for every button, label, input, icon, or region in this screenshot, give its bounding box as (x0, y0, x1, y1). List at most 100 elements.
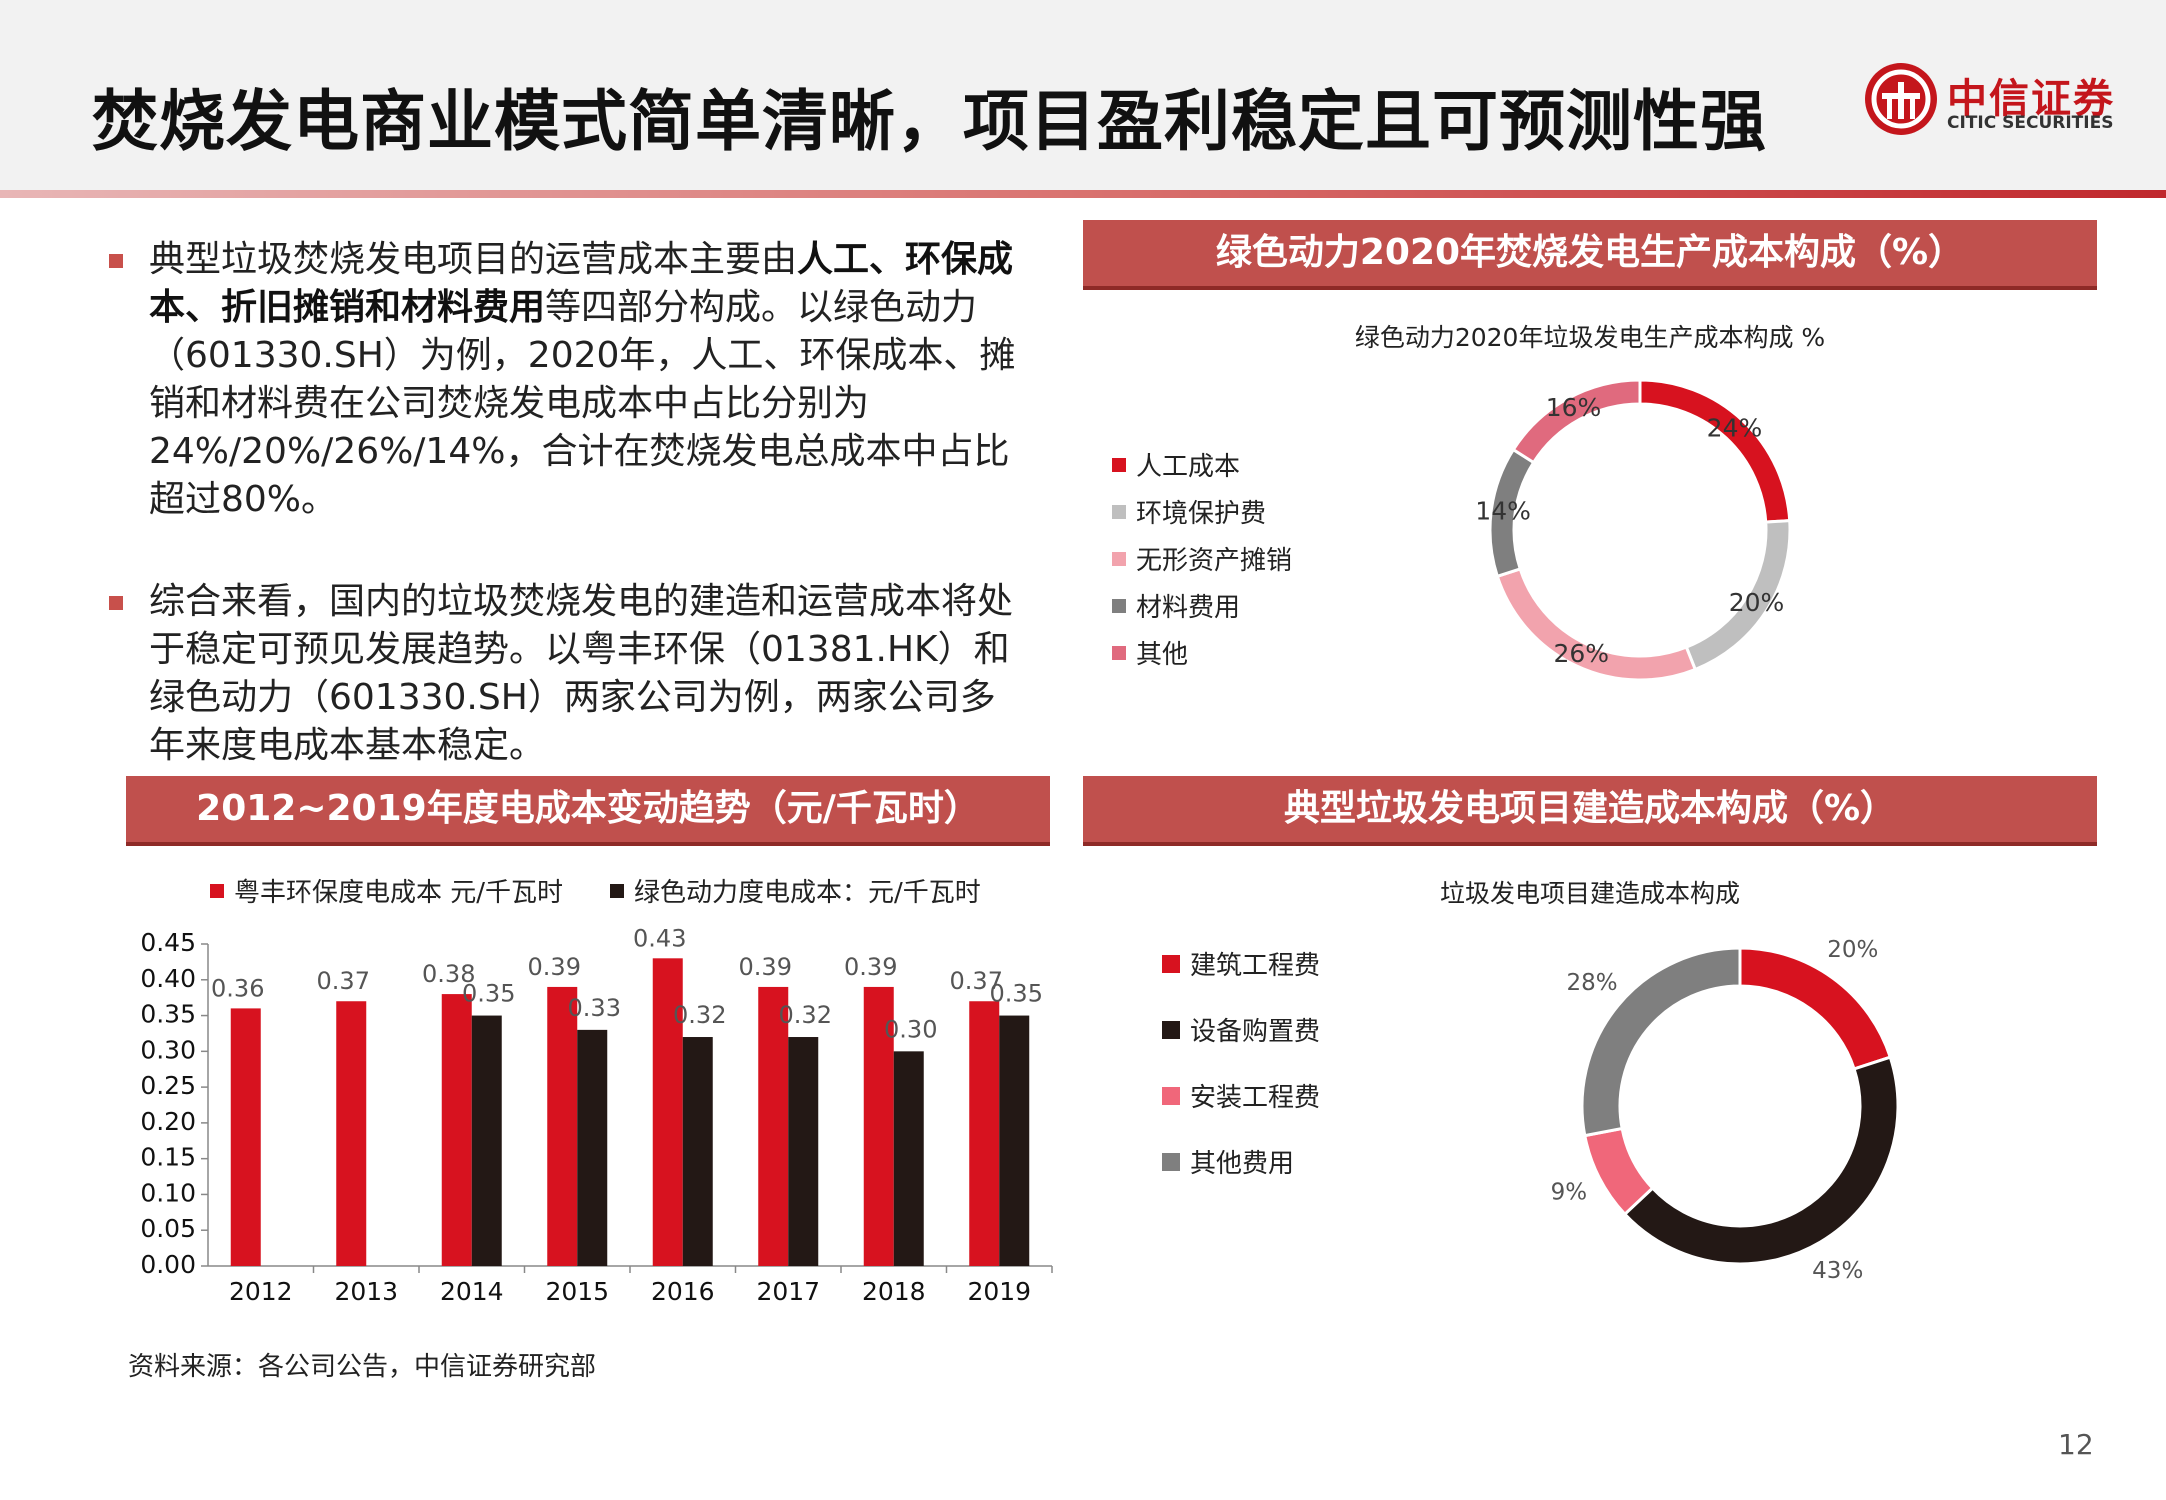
donut2-legend-swatch (1162, 1086, 1180, 1105)
donut2-legend-swatch (1162, 954, 1180, 973)
x-tick-label: 2019 (967, 1277, 1031, 1306)
y-tick-label: 0.00 (140, 1250, 196, 1279)
donut1-chart: 24% 20% 26% 14% 16% (1475, 378, 1792, 682)
bar-yuefeng (758, 986, 789, 1266)
bar-lvse (788, 1037, 819, 1266)
source-note: 资料来源：各公司公告，中信证券研究部 (128, 1352, 597, 1382)
bar-data-label: 0.39 (528, 953, 581, 981)
x-tick-label: 2013 (334, 1277, 398, 1306)
bar-legend-label: 绿色动力度电成本：元/千瓦时 (634, 878, 981, 908)
donut2-legend-item: 其他费用 (1162, 1143, 1294, 1180)
donut2-legend: 建筑工程费设备购置费安装工程费其他费用 (1162, 945, 1462, 1205)
bar-data-label: 0.43 (633, 924, 686, 952)
bar-legend-swatch (210, 883, 224, 898)
donut1-legend-swatch (1112, 598, 1126, 613)
donut2-legend-swatch (1162, 1020, 1180, 1039)
bar-lvse (577, 1029, 608, 1266)
donut1-legend-swatch (1112, 645, 1126, 660)
bullet-2: 综合来看，国内的垃圾焚烧发电的建造和运营成本将处于稳定可预见发展趋势。以粤丰环保… (109, 578, 1013, 778)
donut2-slice (1580, 946, 1742, 1138)
bar-data-label: 0.32 (673, 1001, 726, 1029)
y-tick-label: 0.10 (140, 1178, 196, 1207)
donut1-slice (1638, 378, 1792, 524)
bar-data-label: 0.37 (317, 967, 370, 995)
donut2-value-label: 43% (1812, 1258, 1863, 1284)
donut1-legend-item: 人工成本 (1112, 446, 1240, 483)
bar-lvse (682, 1037, 713, 1266)
donut2-legend-label: 安装工程费 (1190, 1083, 1321, 1113)
x-tick-label: 2014 (440, 1277, 504, 1306)
donut1-legend-label: 其他 (1136, 640, 1189, 670)
donut1-legend-item: 环境保护费 (1112, 493, 1266, 530)
donut2-legend-label: 其他费用 (1190, 1149, 1295, 1179)
bar-data-label: 0.36 (211, 974, 264, 1002)
bullet-marker (109, 254, 123, 268)
donut1-header: 绿色动力2020年焚烧发电生产成本构成（%） (1083, 220, 2097, 286)
donut1-legend-item: 其他 (1112, 634, 1188, 671)
x-tick-label: 2012 (229, 1277, 293, 1306)
bullet-2-text: 综合来看，国内的垃圾焚烧发电的建造和运营成本将处于稳定可预见发展趋势。以粤丰环保… (149, 578, 1019, 770)
y-tick-label: 0.30 (140, 1035, 196, 1064)
title-bar (0, 0, 2166, 190)
y-tick-label: 0.35 (140, 1000, 196, 1029)
x-tick-label: 2017 (756, 1277, 820, 1306)
x-tick-label: 2016 (651, 1277, 715, 1306)
logo-name-en: CITIC SECURITIES (1947, 113, 2114, 133)
bullet-1-part-3: 等四部分构成。以绿色动力（601330.SH）为例，2020年，人工、环保成本、… (149, 287, 1016, 520)
bar-yuefeng (969, 1001, 1000, 1266)
donut1-value-label: 14% (1475, 497, 1531, 526)
bar-data-label: 0.38 (422, 960, 475, 988)
bullet-1-part-1: 典型垃圾焚烧发电项目的运营成本主要由 (149, 239, 798, 280)
donut1-legend-swatch (1112, 551, 1126, 566)
donut1-legend-item: 材料费用 (1112, 587, 1240, 624)
donut2-legend-label: 设备购置费 (1190, 1017, 1321, 1047)
y-tick-label: 0.20 (140, 1107, 196, 1136)
donut2-legend-label: 建筑工程费 (1190, 951, 1321, 981)
donut2-value-label: 28% (1566, 970, 1617, 996)
bar-lvse (471, 1015, 502, 1266)
y-tick-label: 0.40 (140, 964, 196, 993)
bar-legend-item: 绿色动力度电成本：元/千瓦时 (610, 872, 981, 909)
bar-yuefeng (441, 994, 472, 1266)
y-tick-label: 0.25 (140, 1071, 196, 1100)
donut1-subtitle: 绿色动力2020年垃圾发电生产成本构成 % (1354, 323, 1826, 352)
bar-chart: 0.00 0.05 0.10 0.15 0.20 0.25 0.30 0.35 0.40 0.45… (140, 924, 1053, 1306)
bar-yuefeng (863, 986, 894, 1266)
title-divider (0, 190, 2166, 198)
donut1-legend: 人工成本 环境保护费 无形资产摊销 材料费用 其他 (1112, 446, 1412, 676)
donut2-header: 典型垃圾发电项目建造成本构成（%） (1083, 776, 2097, 842)
donut2-slice (1622, 1055, 1900, 1266)
x-tick-label: 2018 (862, 1277, 926, 1306)
bar-data-label: 0.35 (462, 980, 515, 1008)
donut1-legend-swatch (1112, 457, 1126, 472)
donut1-legend-swatch (1112, 504, 1126, 519)
bar-data-label: 0.32 (779, 1001, 832, 1029)
bar-lvse (893, 1051, 924, 1266)
donut1-slice (1511, 378, 1642, 465)
logo-name-cn: 中信证券 (1947, 76, 2115, 122)
bar-yuefeng (230, 1008, 261, 1266)
page-title: 焚烧发电商业模式简单清晰，项目盈利稳定且可预测性强 (92, 83, 1767, 160)
bar-lvse (999, 1015, 1030, 1266)
bullet-1-text: 典型垃圾焚烧发电项目的运营成本主要由人工、环保成本、折旧摊销和材料费用等四部分构… (149, 236, 1019, 524)
donut1-legend-label: 环境保护费 (1136, 499, 1267, 529)
donut2-legend-item: 设备购置费 (1162, 1011, 1320, 1048)
donut1-value-label: 26% (1553, 639, 1609, 668)
donut2-legend-item: 建筑工程费 (1162, 945, 1320, 982)
bar-data-label: 0.39 (739, 953, 792, 981)
donut2-value-label: 9% (1551, 1180, 1588, 1206)
bullet-2-part-1: 综合来看，国内的垃圾焚烧发电的建造和运营成本将处于稳定可预见发展趋势。以粤丰环保… (149, 581, 1014, 766)
bar-legend: 粤丰环保度电成本 元/千瓦时 绿色动力度电成本：元/千瓦时 (210, 872, 1090, 912)
donut2-legend-swatch (1162, 1152, 1180, 1171)
bar-legend-swatch (610, 883, 624, 898)
bar-legend-label: 粤丰环保度电成本 元/千瓦时 (234, 878, 564, 908)
donut2-legend-item: 安装工程费 (1162, 1077, 1320, 1114)
bar-yuefeng (547, 986, 578, 1266)
y-tick-label: 0.05 (140, 1214, 196, 1243)
donut2-chart: 20% 43% 9% 28% (1551, 937, 1900, 1284)
page-number: 12 (2058, 1428, 2094, 1461)
bar-legend-item: 粤丰环保度电成本 元/千瓦时 (210, 872, 563, 909)
donut2-subtitle: 垃圾发电项目建造成本构成 (1439, 879, 1740, 908)
bar-data-label: 0.37 (950, 967, 1003, 995)
bar-data-label: 0.33 (568, 994, 621, 1022)
